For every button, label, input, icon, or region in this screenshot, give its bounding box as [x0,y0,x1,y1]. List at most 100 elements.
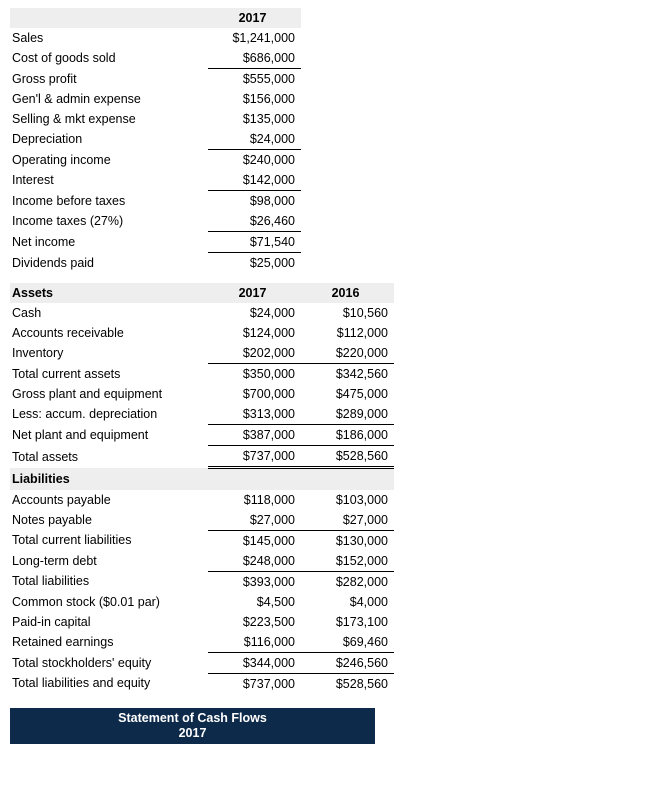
row-label: Interest [10,170,208,191]
blank-cell [301,468,394,490]
table-row: Net income $71,540 [10,232,301,253]
table-row: Income before taxes $98,000 [10,191,301,212]
row-value: $26,460 [208,211,301,232]
row-label: Operating income [10,150,208,171]
liabilities-header: Liabilities [10,468,208,490]
blank-cell [208,468,301,490]
balance-sheet-table: Assets 2017 2016 Cash $24,000 $10,560 Ac… [10,283,394,694]
row-value: $98,000 [208,191,301,212]
row-label: Sales [10,28,208,48]
cash-flow-year: 2017 [10,726,375,742]
row-label: Depreciation [10,129,208,150]
row-value: $145,000 [208,530,301,551]
table-row: Interest $142,000 [10,170,301,191]
table-row: Income taxes (27%) $26,460 [10,211,301,232]
row-value: $4,000 [301,592,394,612]
table-row: Total assets $737,000 $528,560 [10,446,394,468]
year-2: 2016 [301,283,394,303]
row-label: Gross plant and equipment [10,384,208,404]
row-value: $103,000 [301,490,394,510]
row-value: $289,000 [301,404,394,425]
row-value: $555,000 [208,69,301,90]
table-row: Cost of goods sold $686,000 [10,48,301,69]
table-row: Notes payable $27,000 $27,000 [10,510,394,531]
row-value: $528,560 [301,446,394,468]
row-label: Gen'l & admin expense [10,89,208,109]
row-value: $118,000 [208,490,301,510]
table-row: Retained earnings $116,000 $69,460 [10,632,394,653]
blank-cell [10,8,208,28]
row-value: $27,000 [301,510,394,531]
income-statement-table: 2017 Sales $1,241,000 Cost of goods sold… [10,8,301,273]
row-label: Total stockholders' equity [10,652,208,673]
row-label: Accounts receivable [10,323,208,343]
row-label: Net plant and equipment [10,425,208,446]
row-value: $393,000 [208,571,301,592]
table-row: Long-term debt $248,000 $152,000 [10,551,394,572]
table-row: Common stock ($0.01 par) $4,500 $4,000 [10,592,394,612]
table-row: Gen'l & admin expense $156,000 [10,89,301,109]
row-value: $528,560 [301,673,394,694]
row-label: Long-term debt [10,551,208,572]
row-label: Selling & mkt expense [10,109,208,129]
row-label: Accounts payable [10,490,208,510]
row-value: $116,000 [208,632,301,653]
row-label: Net income [10,232,208,253]
row-value: $350,000 [208,364,301,385]
liabilities-header-row: Liabilities [10,468,394,490]
row-value: $25,000 [208,253,301,274]
row-label: Less: accum. depreciation [10,404,208,425]
row-value: $240,000 [208,150,301,171]
row-value: $124,000 [208,323,301,343]
row-value: $700,000 [208,384,301,404]
row-label: Cost of goods sold [10,48,208,69]
row-label: Total liabilities [10,571,208,592]
row-value: $69,460 [301,632,394,653]
row-value: $737,000 [208,446,301,468]
row-value: $173,100 [301,612,394,632]
row-label: Total liabilities and equity [10,673,208,694]
row-value: $475,000 [301,384,394,404]
cash-flow-banner: Statement of Cash Flows 2017 [10,708,375,744]
table-row: Gross plant and equipment $700,000 $475,… [10,384,394,404]
row-value: $24,000 [208,129,301,150]
row-value: $186,000 [301,425,394,446]
row-value: $344,000 [208,652,301,673]
row-value: $387,000 [208,425,301,446]
income-year: 2017 [208,8,301,28]
row-label: Total assets [10,446,208,468]
table-row: Depreciation $24,000 [10,129,301,150]
table-row: Selling & mkt expense $135,000 [10,109,301,129]
row-value: $130,000 [301,530,394,551]
row-label: Retained earnings [10,632,208,653]
row-label: Paid-in capital [10,612,208,632]
assets-header: Assets [10,283,208,303]
row-value: $1,241,000 [208,28,301,48]
table-row: Total current liabilities $145,000 $130,… [10,530,394,551]
year-1: 2017 [208,283,301,303]
row-value: $248,000 [208,551,301,572]
row-label: Total current assets [10,364,208,385]
table-row: Total liabilities and equity $737,000 $5… [10,673,394,694]
row-label: Total current liabilities [10,530,208,551]
row-value: $246,560 [301,652,394,673]
row-value: $112,000 [301,323,394,343]
table-row: Total liabilities $393,000 $282,000 [10,571,394,592]
income-header-row: 2017 [10,8,301,28]
row-value: $342,560 [301,364,394,385]
row-value: $313,000 [208,404,301,425]
table-row: Cash $24,000 $10,560 [10,303,394,323]
assets-header-row: Assets 2017 2016 [10,283,394,303]
row-label: Cash [10,303,208,323]
row-value: $156,000 [208,89,301,109]
row-value: $220,000 [301,343,394,364]
cash-flow-title: Statement of Cash Flows [118,711,267,725]
row-value: $27,000 [208,510,301,531]
row-label: Dividends paid [10,253,208,274]
table-row: Paid-in capital $223,500 $173,100 [10,612,394,632]
row-value: $152,000 [301,551,394,572]
table-row: Less: accum. depreciation $313,000 $289,… [10,404,394,425]
row-value: $223,500 [208,612,301,632]
row-label: Income before taxes [10,191,208,212]
row-label: Income taxes (27%) [10,211,208,232]
